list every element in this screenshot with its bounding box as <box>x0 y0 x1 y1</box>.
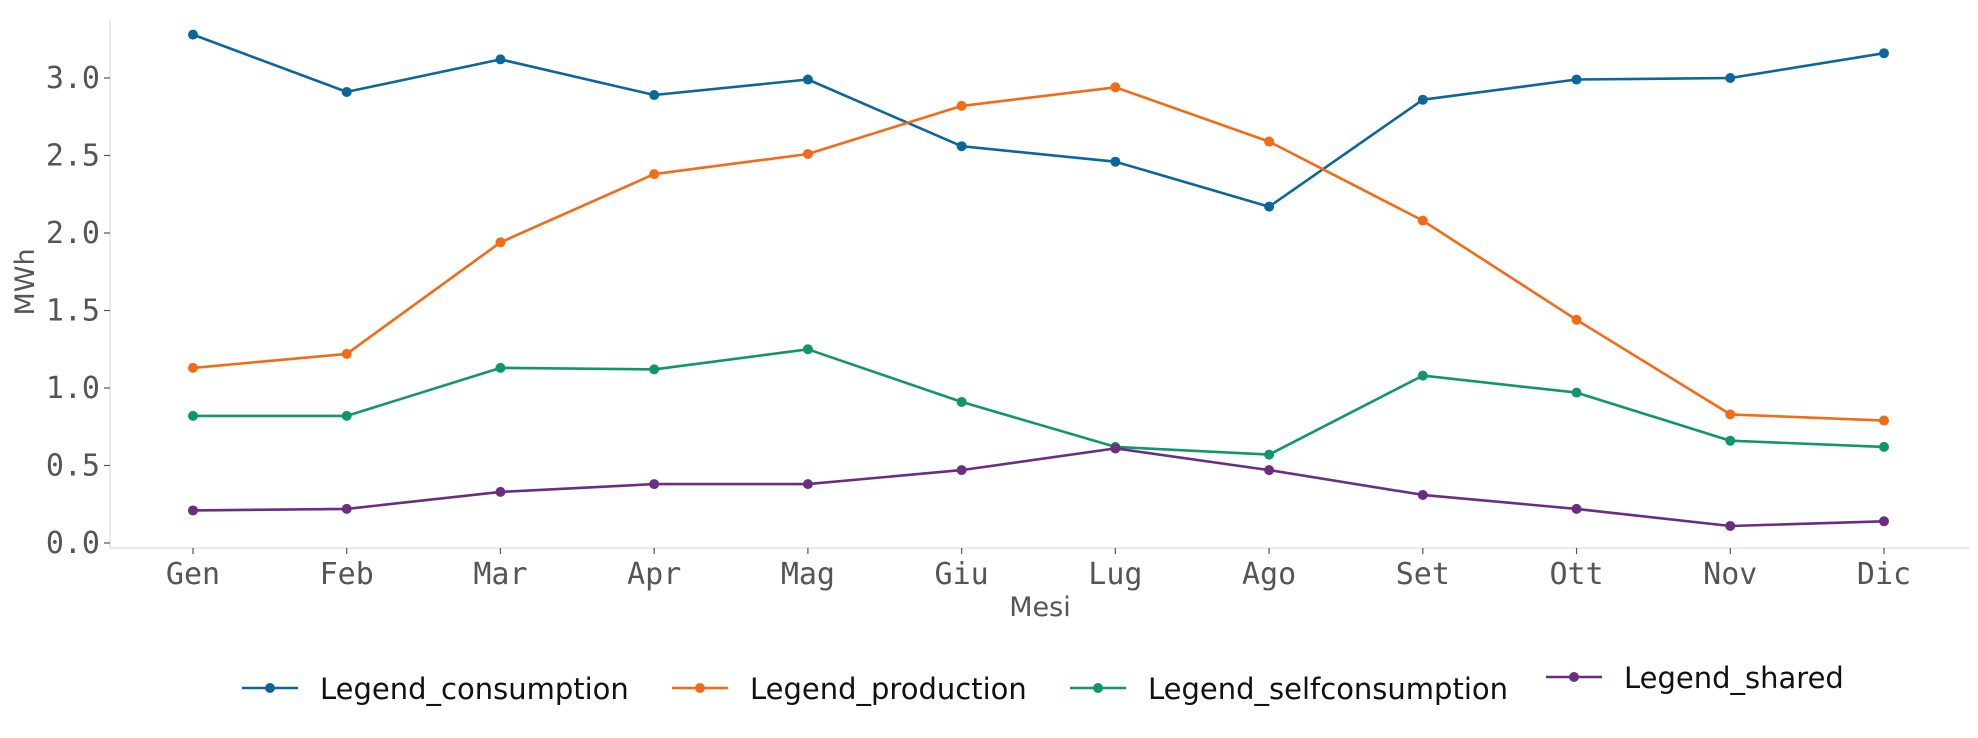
x-tick-label: Gen <box>166 557 220 592</box>
legend-label: Legend_shared <box>1624 661 1844 695</box>
data-point <box>1264 201 1275 212</box>
series-3 <box>188 443 1889 531</box>
data-point <box>956 141 967 152</box>
data-point <box>1417 370 1428 381</box>
legend-item: Legend_consumption <box>242 672 629 706</box>
legend-swatch-marker <box>1569 672 1579 682</box>
data-point <box>495 54 506 65</box>
x-tick-label: Dic <box>1857 557 1911 592</box>
y-tick-label: 2.5 <box>46 139 100 174</box>
data-point <box>495 362 506 373</box>
data-point <box>1879 441 1889 452</box>
data-point <box>1417 215 1428 226</box>
data-point <box>188 29 198 40</box>
data-point <box>1110 443 1121 454</box>
data-point <box>1725 73 1736 83</box>
x-tick-label: Mar <box>473 557 527 592</box>
data-point <box>802 479 813 490</box>
data-point <box>956 100 967 111</box>
x-axis-label: Mesi <box>1009 592 1070 623</box>
legend-label: Legend_production <box>750 672 1027 706</box>
legend: Legend_consumption Legend_production Legen… <box>242 661 1844 706</box>
legend-label: Legend_consumption <box>320 672 629 706</box>
x-tick-label: Feb <box>320 557 374 592</box>
data-point <box>1264 465 1275 476</box>
data-point <box>188 505 198 516</box>
x-tick-label: Lug <box>1088 557 1142 592</box>
legend-swatch-marker <box>265 683 275 693</box>
series-line <box>192 33 1885 208</box>
y-tick-label: 1.0 <box>46 371 100 406</box>
y-tick-label: 1.5 <box>46 294 100 329</box>
y-tick-label: 0.5 <box>46 449 100 484</box>
data-point <box>341 348 352 359</box>
data-point <box>1571 503 1582 514</box>
data-point <box>1417 489 1428 500</box>
series-1 <box>188 82 1889 426</box>
data-point <box>1571 74 1582 85</box>
legend-swatch-marker <box>695 683 705 693</box>
axis-labels: Mesi MWh <box>10 248 1071 623</box>
data-point <box>649 169 660 180</box>
data-point <box>341 410 352 421</box>
data-point <box>1571 387 1582 398</box>
data-point <box>1264 449 1275 460</box>
data-point <box>802 148 813 159</box>
series-0 <box>188 29 1889 212</box>
data-point <box>495 237 506 248</box>
data-point <box>1879 415 1889 426</box>
data-point <box>1725 435 1736 446</box>
y-axis-label: MWh <box>10 248 41 315</box>
series-2 <box>188 344 1889 460</box>
x-tick-label: Apr <box>627 557 681 592</box>
data-point <box>1725 409 1736 420</box>
legend-item: Legend_shared <box>1546 661 1844 695</box>
legend-item: Legend_selfconsumption <box>1070 672 1508 706</box>
data-point <box>1879 48 1889 59</box>
data-point <box>341 503 352 514</box>
axes: 0.0 0.5 1.0 1.5 2.0 2.5 3.0 Gen Feb Mar Apr Mag Giu L… <box>46 20 1970 592</box>
data-point <box>495 486 506 497</box>
data-point <box>649 90 660 101</box>
data-point <box>1725 520 1736 531</box>
y-tick-label: 3.0 <box>46 61 100 96</box>
data-point <box>1110 156 1121 167</box>
x-tick-label: Nov <box>1703 557 1757 592</box>
series-line <box>193 347 1885 456</box>
data-point <box>188 362 198 373</box>
data-point <box>1110 82 1121 93</box>
x-tick-label: Set <box>1396 557 1450 592</box>
data-point <box>1264 136 1275 147</box>
legend-label: Legend_selfconsumption <box>1148 672 1508 706</box>
data-point <box>188 410 198 421</box>
data-point <box>649 479 660 490</box>
data-point <box>956 396 967 407</box>
x-tick-label: Giu <box>935 557 989 592</box>
data-point <box>1417 94 1428 105</box>
y-tick-label: 0.0 <box>46 526 100 561</box>
data-point <box>1879 516 1889 527</box>
data-point <box>802 344 813 355</box>
series-layer <box>188 29 1889 531</box>
legend-swatch-marker <box>1093 683 1103 693</box>
data-point <box>649 364 660 375</box>
data-point <box>956 465 967 476</box>
x-tick-label: Ago <box>1242 557 1296 592</box>
data-point <box>341 86 352 97</box>
data-point <box>802 74 813 85</box>
x-tick-label: Ott <box>1549 557 1603 592</box>
data-point <box>1571 314 1582 325</box>
x-tick-label: Mag <box>781 557 835 592</box>
legend-item: Legend_production <box>672 672 1027 706</box>
series-line <box>192 447 1885 528</box>
y-tick-label: 2.0 <box>46 216 100 251</box>
series-line <box>192 86 1885 422</box>
